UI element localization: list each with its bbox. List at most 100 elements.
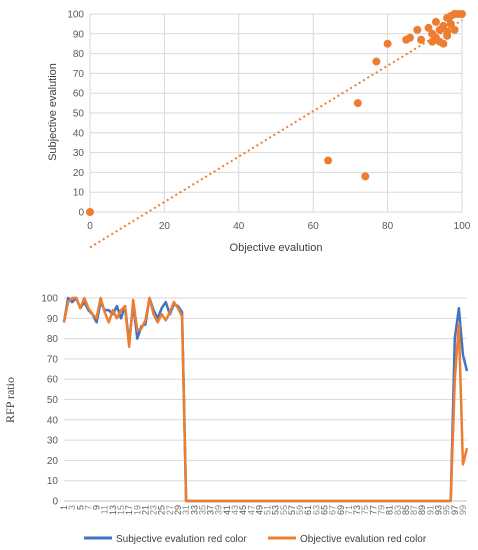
line-x-tick-label: 73 (352, 505, 362, 515)
line-x-tick-label: 53 (271, 505, 281, 515)
scatter-y-tick-label: 100 (67, 10, 84, 21)
line-x-tick-label: 15 (116, 505, 126, 515)
scatter-point (86, 208, 94, 216)
line-x-tick-label: 61 (303, 505, 313, 515)
scatter-point (405, 33, 414, 42)
line-x-tick-label: 31 (181, 505, 191, 515)
line-x-tick-label: 91 (425, 505, 435, 515)
line-x-tick-label: 17 (124, 505, 134, 515)
scatter-point (424, 23, 433, 32)
scatter-x-tick-labels: 0 20 40 60 80 100 (87, 221, 471, 232)
line-x-tick-label: 47 (246, 505, 256, 515)
line-x-tick-labels: 1 5 9 13 17 21 25 29 33 37 41 45 49 53 57 61 65 69 73 77 81 8… (59, 505, 468, 515)
line-x-tick-label: 69 (336, 505, 346, 515)
line-x-tick-label: 21 (140, 505, 150, 515)
scatter-point (361, 172, 370, 181)
line-x-tick-label: 7 (83, 505, 93, 510)
line-x-tick-label: 85 (401, 505, 411, 515)
line-y-tick-label: 10 (47, 476, 59, 487)
scatter-y-tick-label: 50 (73, 109, 85, 120)
line-x-tick-label: 29 (173, 505, 183, 515)
line-x-tick-label: 87 (409, 505, 419, 515)
line-x-tick-label: 55 (279, 505, 289, 515)
line-y-tick-label: 0 (52, 497, 58, 508)
line-x-tick-label: 97 (450, 505, 460, 515)
scatter-x-tick-label: 60 (308, 221, 320, 232)
scatter-x-tick-label: 40 (233, 221, 245, 232)
line-x-tick-label: 75 (360, 505, 370, 515)
scatter-x-tick-label: 20 (159, 221, 171, 232)
line-x-tick-label: 79 (377, 505, 387, 515)
line-x-tick-label: 89 (417, 505, 427, 515)
line-x-tick-label: 33 (189, 505, 199, 515)
scatter-point (428, 37, 437, 46)
line-gridlines (64, 297, 467, 502)
scatter-point (458, 10, 466, 18)
scatter-point (439, 39, 448, 48)
scatter-point (383, 39, 392, 48)
line-x-tick-label: 81 (385, 505, 395, 515)
scatter-gridlines (89, 13, 463, 213)
line-x-tick-label: 41 (222, 505, 232, 515)
line-y-tick-label: 60 (47, 375, 59, 386)
line-x-tick-label: 67 (328, 505, 338, 515)
line-x-tick-label: 13 (108, 505, 118, 515)
line-x-tick-label: 95 (442, 505, 452, 515)
scatter-y-tick-label: 30 (73, 148, 85, 159)
line-x-tick-label: 77 (368, 505, 378, 515)
line-x-tick-label: 59 (295, 505, 305, 515)
line-x-tick-label: 3 (67, 505, 77, 510)
line-y-tick-label: 100 (41, 294, 58, 305)
line-y-tick-label: 20 (47, 456, 59, 467)
line-x-tick-label: 35 (197, 505, 207, 515)
line-x-tick-label: 27 (165, 505, 175, 515)
line-x-tick-label: 63 (311, 505, 321, 515)
line-y-tick-label: 50 (47, 395, 59, 406)
scatter-y-axis-title: Subjective evalution (47, 63, 59, 161)
line-x-tick-label: 37 (206, 505, 216, 515)
line-x-tick-label: 1 (59, 505, 69, 510)
line-y-tick-label: 30 (47, 436, 59, 447)
scatter-points (86, 10, 466, 216)
line-x-tick-label: 57 (287, 505, 297, 515)
line-x-tick-label: 9 (92, 505, 102, 510)
line-x-tick-label: 43 (230, 505, 240, 515)
scatter-y-tick-label: 0 (78, 208, 84, 219)
line-x-tick-label: 39 (214, 505, 224, 515)
line-y-tick-label: 40 (47, 415, 59, 426)
line-x-tick-label: 71 (344, 505, 354, 515)
scatter-point (443, 31, 452, 40)
scatter-y-tick-label: 10 (73, 188, 85, 199)
legend: Subjective evalution red color Objective… (84, 534, 427, 545)
scatter-point (353, 99, 362, 108)
scatter-point (324, 156, 333, 165)
line-x-tick-label: 83 (393, 505, 403, 515)
series-line-objective (62, 296, 469, 503)
scatter-x-tick-label: 80 (382, 221, 394, 232)
scatter-y-tick-labels: 0 10 20 30 40 50 60 70 80 90 100 (67, 10, 84, 219)
scatter-chart: 0 10 20 30 40 50 60 70 80 90 100 0 20 40 60 80 100 Obje… (47, 10, 471, 255)
line-y-axis-title: RFP ratio (3, 377, 17, 423)
scatter-point (450, 25, 459, 34)
line-x-tick-label: 11 (100, 505, 110, 514)
scatter-point (439, 21, 448, 30)
line-x-tick-label: 5 (75, 505, 85, 510)
line-x-tick-label: 23 (149, 505, 159, 515)
scatter-x-axis-title: Objective evalution (230, 242, 323, 254)
legend-label-subjective: Subjective evalution red color (116, 534, 247, 545)
scatter-point (372, 57, 381, 66)
line-y-tick-labels: 0 10 20 30 40 50 60 70 80 90 100 (41, 294, 58, 508)
line-series (62, 296, 469, 503)
scatter-y-tick-label: 20 (73, 168, 85, 179)
line-x-tick-label: 25 (157, 505, 167, 515)
line-x-tick-label: 93 (434, 505, 444, 515)
line-y-tick-label: 80 (47, 334, 59, 345)
line-x-tick-label: 45 (238, 505, 248, 515)
scatter-x-tick-label: 100 (454, 221, 471, 232)
scatter-x-tick-label: 0 (87, 221, 93, 232)
scatter-point (446, 19, 455, 28)
scatter-y-tick-label: 80 (73, 49, 85, 60)
legend-label-objective: Objective evalution red color (300, 534, 427, 545)
line-y-tick-label: 90 (47, 314, 59, 325)
